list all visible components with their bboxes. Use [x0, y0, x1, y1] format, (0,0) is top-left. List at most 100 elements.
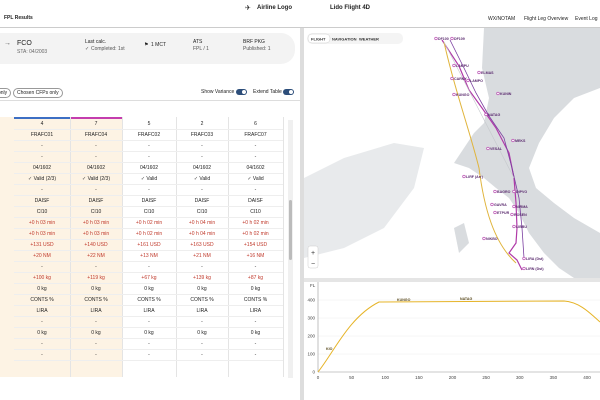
table-cell: 0 kg — [176, 284, 228, 295]
waypoint-label: CARNY — [454, 77, 467, 81]
table-cell: LIRA — [122, 306, 176, 317]
nav-item[interactable]: Flight Leg Overview — [524, 16, 569, 22]
waypoint — [522, 266, 526, 271]
land — [584, 238, 600, 278]
splitter[interactable] — [304, 278, 600, 282]
table-cell: 0 kg — [70, 284, 122, 295]
waypoint — [450, 76, 454, 81]
zoom-in[interactable]: + — [311, 250, 315, 257]
destination: FCO — [17, 40, 32, 47]
waypoint — [452, 63, 456, 68]
column-bg — [70, 117, 122, 377]
table-cell: - — [122, 185, 176, 196]
table-cell: - — [70, 339, 122, 350]
table-cell: Valid — [122, 174, 176, 185]
ats-value: FPL / 1 — [193, 46, 209, 52]
column-highlight — [70, 117, 122, 119]
table-cell: - — [122, 350, 176, 361]
waypoint — [510, 212, 514, 217]
table-cell: - — [228, 141, 283, 152]
filter-button[interactable]: Chosen CFPs only — [13, 88, 63, 98]
table-cell: FRAFC03 — [176, 130, 228, 141]
route — [449, 39, 525, 259]
logo: Airline Logo — [257, 5, 292, 11]
table-cell: 04/1602 — [176, 163, 228, 174]
toggle-label: Extend Table — [253, 89, 282, 95]
brf-label: BRF PKG — [243, 39, 265, 45]
waypoint — [493, 189, 497, 194]
filter-button[interactable]: only — [0, 88, 12, 98]
table-cell: - — [122, 339, 176, 350]
table-cell: - — [14, 317, 70, 328]
profile-chart: FL 400 300 200 100 00 50 100 150 200 250 300 350 400 K… — [307, 282, 600, 380]
waypoint-label: DF109 — [454, 37, 465, 41]
map: FLIGHT NAVIGATION WEATHER + − DF100 DF109 LAMPU… — [304, 28, 600, 278]
zoom-out[interactable]: − — [311, 261, 315, 268]
x-tick-label: 300 — [516, 375, 524, 380]
brf-value: Published: 1 — [243, 46, 271, 52]
column-header: 5 — [122, 119, 176, 130]
table-cell: - — [228, 350, 283, 361]
last-calc-status: Completed: 1st — [91, 46, 125, 52]
table-cell: +100 kg — [14, 273, 70, 284]
waypoint — [484, 112, 488, 117]
flag-icon: ⚑ — [144, 42, 149, 48]
table-cell: LIRA — [14, 306, 70, 317]
table-cell: +119 kg — [70, 273, 122, 284]
table-cell: DAISF — [14, 196, 70, 207]
waypoint — [490, 202, 494, 207]
x-tick-label: 200 — [449, 375, 457, 380]
table-cell: 0 kg — [122, 284, 176, 295]
results-table: 4 7 5 2 6 FRAFC01 FRAFC04 FRAFC02 FRAFC03 FRAFC07… — [0, 117, 300, 400]
table-cell: CONTS % — [176, 295, 228, 306]
table-cell: +0 h 02 min — [122, 229, 176, 240]
waypoint-label: LIRF (Arr) — [466, 175, 484, 179]
waypoint-label: ELMAS — [481, 71, 494, 75]
waypoint-label: ETPUR — [497, 211, 510, 215]
table-cell: - — [70, 350, 122, 361]
toggle-label: Show Variance — [201, 89, 235, 95]
profile-label: KUNGO — [397, 298, 411, 302]
table-cell: +161 USD — [122, 240, 176, 251]
table-cell: +0 h 02 min — [228, 218, 283, 229]
table-cell: +0 h 03 min — [14, 218, 70, 229]
table-cell: +22 NM — [70, 251, 122, 262]
table-cell: CI10 — [176, 207, 228, 218]
waypoint-label: KUNIN — [500, 92, 512, 96]
column-divider — [283, 117, 284, 377]
waypoint-label: DIPVO — [516, 190, 527, 194]
toggle[interactable] — [283, 89, 294, 95]
table-cell: - — [122, 262, 176, 273]
table-cell: FRAFC04 — [70, 130, 122, 141]
mct: 1 MCT — [151, 42, 166, 48]
column-divider — [122, 117, 123, 377]
table-cell: +0 h 02 min — [122, 218, 176, 229]
table-cell: +0 h 04 min — [176, 229, 228, 240]
scroll-thumb[interactable] — [289, 200, 292, 260]
waypoint — [522, 256, 526, 261]
y-tick-label: 200 — [307, 334, 315, 339]
toggle[interactable] — [236, 89, 247, 95]
table-cell: +21 NM — [176, 251, 228, 262]
nav-item[interactable]: Event Log — [575, 16, 598, 22]
splitter[interactable] — [300, 28, 304, 400]
waypoint-label: LAMPO — [470, 79, 483, 83]
column-header: 7 — [70, 119, 122, 130]
profile-layer: FL 400 300 200 100 00 50 100 150 200 250 300 350 400 K… — [307, 282, 600, 380]
profile-label: NATAG — [460, 297, 472, 301]
column-bg — [14, 117, 70, 377]
x-tick-label: 350 — [550, 375, 558, 380]
waypoint-label: NIRMA — [516, 205, 528, 209]
table-cell: +0 h 04 min — [176, 218, 228, 229]
app-name: Lido Flight 4D — [330, 5, 370, 11]
table-cell: 0 kg — [70, 328, 122, 339]
ats-label: ATS — [193, 39, 203, 45]
table-cell: - — [176, 185, 228, 196]
nav-item[interactable]: WX/NOTAM — [488, 16, 516, 22]
table-cell: - — [176, 262, 228, 273]
flight-card — [0, 33, 295, 64]
table-cell: - — [176, 141, 228, 152]
waypoint — [512, 224, 516, 229]
table-cell: DAISF — [176, 196, 228, 207]
